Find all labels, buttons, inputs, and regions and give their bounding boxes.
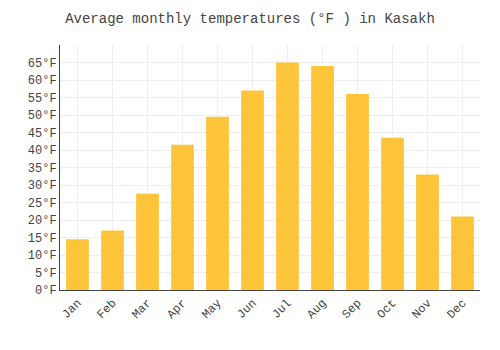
svg-text:55°F: 55°F — [28, 92, 57, 106]
svg-text:Apr: Apr — [164, 297, 189, 322]
svg-text:60°F: 60°F — [28, 74, 57, 88]
svg-text:0°F: 0°F — [35, 284, 57, 298]
svg-text:Mar: Mar — [129, 297, 154, 322]
svg-text:20°F: 20°F — [28, 214, 57, 228]
svg-text:30°F: 30°F — [28, 179, 57, 193]
svg-text:65°F: 65°F — [28, 57, 57, 71]
svg-text:Jan: Jan — [59, 297, 84, 322]
svg-text:35°F: 35°F — [28, 162, 57, 176]
svg-text:Jul: Jul — [269, 297, 294, 322]
svg-text:Nov: Nov — [409, 297, 434, 322]
svg-text:Oct: Oct — [374, 297, 399, 322]
svg-text:Feb: Feb — [94, 297, 119, 322]
svg-text:25°F: 25°F — [28, 197, 57, 211]
svg-text:45°F: 45°F — [28, 127, 57, 141]
svg-text:Sep: Sep — [339, 297, 364, 322]
svg-text:Aug: Aug — [304, 297, 329, 322]
svg-text:50°F: 50°F — [28, 109, 57, 123]
svg-text:10°F: 10°F — [28, 249, 57, 263]
svg-text:15°F: 15°F — [28, 232, 57, 246]
svg-text:May: May — [199, 297, 224, 322]
svg-text:Jun: Jun — [234, 297, 259, 322]
svg-text:Average monthly temperatures (: Average monthly temperatures (°F ) in Ka… — [65, 11, 435, 27]
svg-text:40°F: 40°F — [28, 144, 57, 158]
svg-text:5°F: 5°F — [35, 267, 57, 281]
svg-text:Dec: Dec — [444, 297, 469, 322]
